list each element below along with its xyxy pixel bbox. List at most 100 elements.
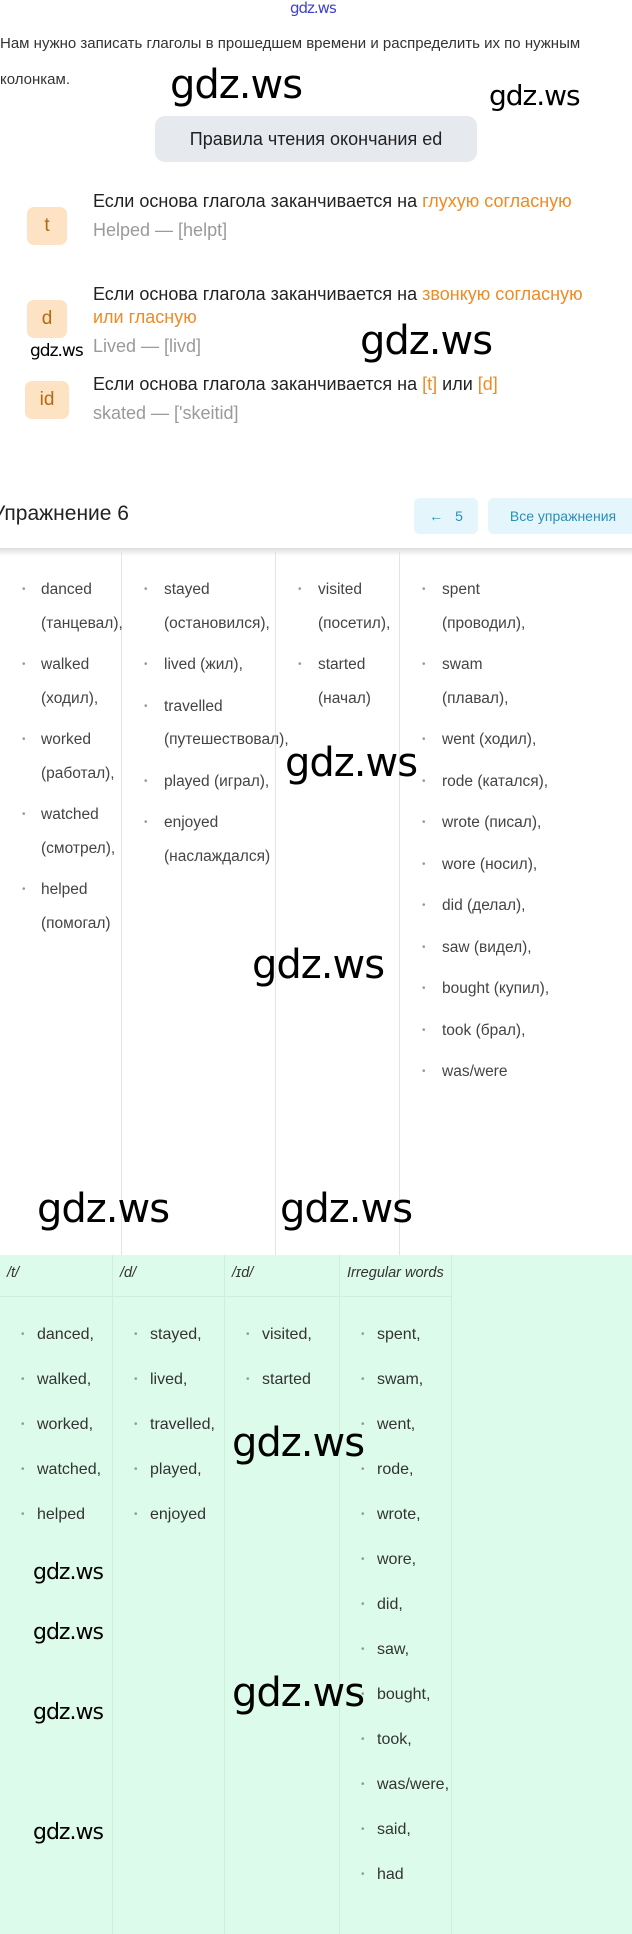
watermark: gdz.ws [280,1186,413,1232]
verb-column-1: danced (танцевал), walked (ходил), worked … [0,552,123,1255]
verb-item: spent (проводил), [400,573,550,640]
verb-item: saw (видел), [400,931,550,965]
table-item: rode, [340,1460,451,1505]
rule-text-mid: или [437,374,478,394]
table-list: stayed,lived,travelled,played,enjoyed [113,1297,224,1550]
table-item: enjoyed [113,1505,224,1550]
table-item: wrote, [340,1505,451,1550]
rule-text: Если основа глагола заканчивается на глу… [93,190,613,213]
table-item: started [225,1370,339,1415]
rule-example: Lived — [livd] [93,336,202,356]
rule: Если основа глагола заканчивается на глу… [93,190,613,242]
all-exercises-button[interactable]: Все упражнения [488,498,632,534]
table-item: saw, [340,1640,451,1685]
verb-item: played (играл), [122,765,275,799]
rule-highlight: глухую согласную [422,191,572,211]
table-item: lived, [113,1370,224,1415]
watermark: gdz.ws [170,62,303,108]
watermark: gdz.ws [290,0,337,17]
table-item: watched, [0,1460,112,1505]
table-item: did, [340,1595,451,1640]
watermark: gdz.ws [30,341,84,361]
table-item: stayed, [113,1325,224,1370]
table-item: worked, [0,1415,112,1460]
rule-badge-id: id [25,381,69,419]
table-list: spent,swam,went,rode,wrote,wore,did,saw,… [340,1297,451,1910]
arrow-left-icon: ← [429,508,444,524]
table-item: bought, [340,1685,451,1730]
table-item: wore, [340,1550,451,1595]
table-item: played, [113,1460,224,1505]
verb-item: was/were [400,1055,550,1089]
verb-item: stayed (остановился), [122,573,275,640]
rule-example: skated — ['skeitid] [93,403,239,423]
table-column-4: Irregular wordsspent,swam,went,rode,wrot… [340,1255,452,1934]
table-item: took, [340,1730,451,1775]
verb-list: spent (проводил), swam (плавал), went (ход… [400,552,632,1089]
exercise-title: Упражнение 6 [0,502,129,525]
table-column-3: /ɪd/visited,started [225,1255,340,1934]
verb-item: worked (работал), [0,723,121,790]
rule: Если основа глагола заканчивается на [t]… [93,373,613,425]
verb-item: travelled (путешествовал), [122,690,289,757]
table-item: walked, [0,1370,112,1415]
table-list: danced,walked,worked,watched,helped [0,1297,112,1550]
rule-example: Helped — [helpt] [93,220,228,240]
watermark: gdz.ws [489,79,581,112]
table-item: visited, [225,1325,339,1370]
verb-item: did (делал), [400,889,550,923]
watermark: gdz.ws [33,1560,104,1585]
rule-highlight: [t] [422,374,438,394]
rule-text: Если основа глагола заканчивается на зво… [93,283,613,329]
verb-item: started (начал) [276,648,399,715]
verb-item: lived (жил), [122,648,275,682]
table-item: went, [340,1415,451,1460]
watermark: gdz.ws [285,740,418,786]
header-shadow [0,548,632,556]
rule-highlight-2: [d] [477,374,498,394]
verb-list: visited (посетил), started (начал) [276,552,399,715]
watermark: gdz.ws [360,318,493,364]
watermark: gdz.ws [33,1820,104,1845]
table-item: swam, [340,1370,451,1415]
table-item: spent, [340,1325,451,1370]
reading-rules-button[interactable]: Правила чтения окончания ed [155,116,477,162]
rule-highlight: звонкую согласную или гласную [93,284,583,327]
table-column-1: /t/danced,walked,worked,watched,helped [0,1255,113,1934]
verb-item: watched (смотрел), [0,798,121,865]
table-column-2: /d/stayed,lived,travelled,played,enjoyed [113,1255,225,1934]
watermark: gdz.ws [33,1620,104,1645]
verb-item: took (брал), [400,1014,550,1048]
watermark: gdz.ws [33,1700,104,1725]
rule-badge-d: d [27,300,67,338]
verb-column-3: visited (посетил), started (начал) [276,552,400,1255]
verb-list: stayed (остановился), lived (жил), travell… [122,552,289,873]
watermark: gdz.ws [232,1670,365,1716]
prev-exercise-button[interactable]: ← 5 [414,498,478,534]
table-item: was/were, [340,1775,451,1820]
rule-text-main: Если основа глагола заканчивается на [93,191,423,211]
verb-item: danced (танцевал), [0,573,123,640]
table-header: /ɪd/ [225,1255,339,1297]
rule-text: Если основа глагола заканчивается на [t]… [93,373,613,396]
verb-item: bought (купил), [400,972,550,1006]
table-item: had [340,1865,451,1910]
table-header: /t/ [0,1255,112,1297]
watermark: gdz.ws [37,1186,170,1232]
verb-item: wrote (писал), [400,806,550,840]
verb-list: danced (танцевал), walked (ходил), worked … [0,552,123,940]
table-item: said, [340,1820,451,1865]
table-item: helped [0,1505,112,1550]
verb-item: rode (катался), [400,765,550,799]
table-item: danced, [0,1325,112,1370]
rule-badge-t: t [27,207,67,245]
rule: Если основа глагола заканчивается на зво… [93,283,613,358]
verb-column-4: spent (проводил), swam (плавал), went (ход… [400,552,632,1255]
verb-item: walked (ходил), [0,648,121,715]
table-header: Irregular words [340,1255,451,1297]
intro-text: Нам нужно записать глаголы в прошедшем в… [0,35,581,88]
verb-item: helped (помогал) [0,873,121,940]
verb-item: enjoyed (наслаждался) [122,806,275,873]
rule-text-main: Если основа глагола заканчивается на [93,374,423,394]
verb-column-2: stayed (остановился), lived (жил), travell… [122,552,289,1255]
